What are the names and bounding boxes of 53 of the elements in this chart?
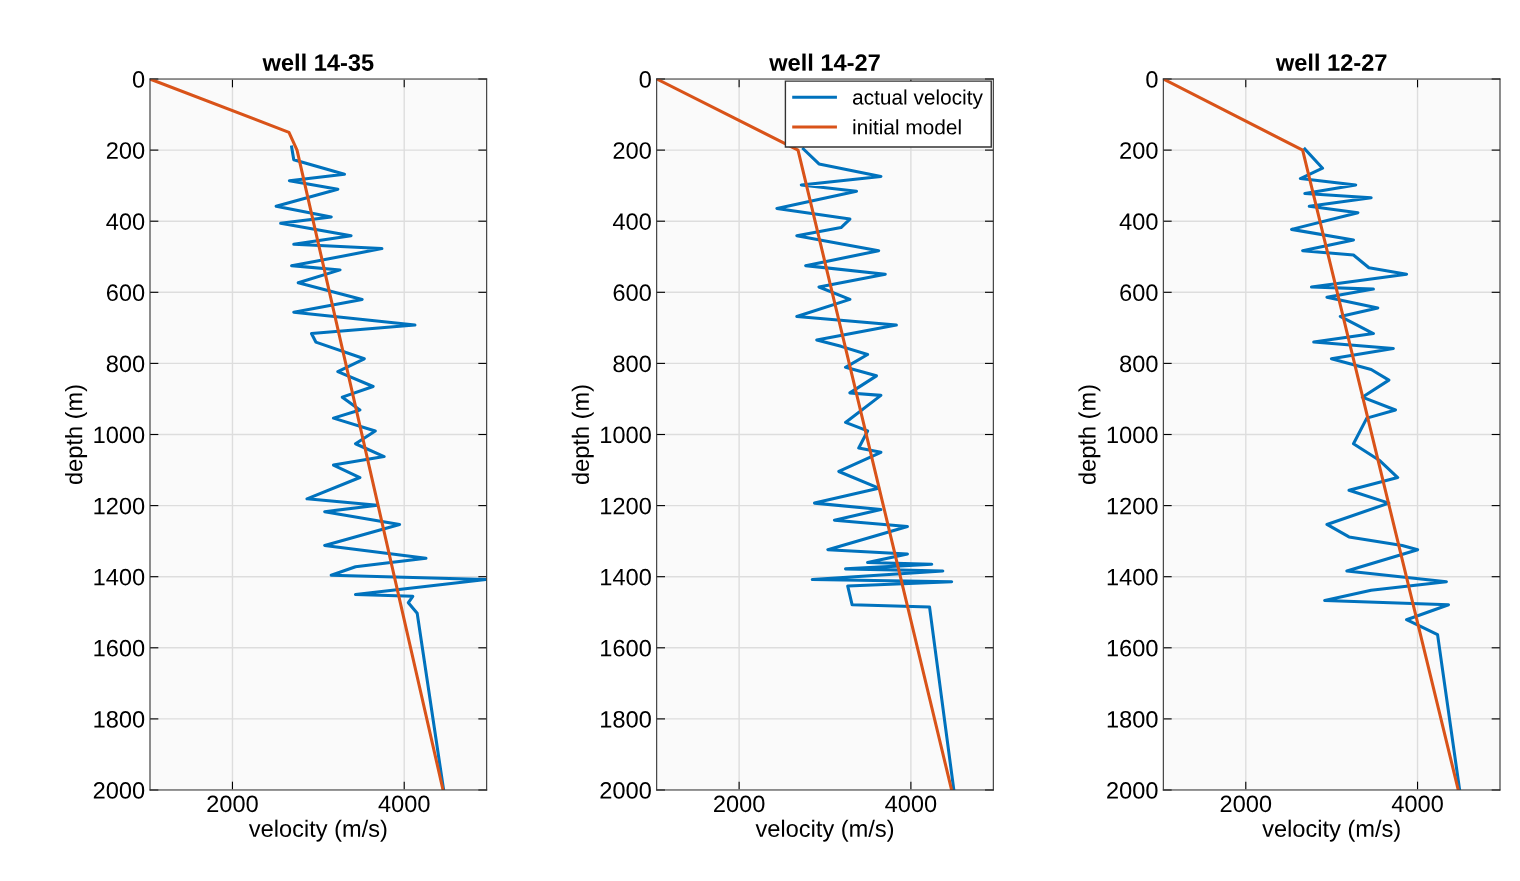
y-tick-label: 0 [1146,71,1158,88]
y-tick-label: 1400 [94,568,145,586]
line-series [1290,147,1462,790]
y-tick-label: 0 [132,71,145,88]
y-tick-label: 2000 [93,782,145,799]
y-tick-label: 200 [106,142,145,159]
y-tick-label: 1800 [94,710,145,728]
y-tick-label: 1200 [1107,497,1158,515]
y-tick-label: 2000 [600,782,651,799]
y-tick-label: 800 [106,355,145,373]
y-tick-label: 0 [639,71,651,88]
legend-label: actual velocity [852,89,983,109]
y-tick-label: 600 [1120,284,1158,302]
y-tick-label: 1000 [1107,426,1158,444]
line-series [775,147,956,790]
x-tick-label: 4000 [885,795,937,813]
y-axis-title: depth (m) [65,385,88,485]
x-tick-label: 2000 [207,795,258,813]
y-tick-label: 1200 [94,497,145,515]
y-tick-label: 200 [1120,142,1158,159]
y-tick-label: 1400 [601,568,651,586]
x-tick-label: 2000 [714,795,765,813]
chart-title: well 14-35 [262,53,374,71]
y-tick-label: 400 [106,213,145,230]
y-tick-label: 800 [613,355,651,373]
x-tick-label: 4000 [1391,795,1443,813]
y-tick-label: 400 [1119,213,1158,230]
y-tick-label: 800 [1120,355,1158,373]
y-tick-label: 1200 [601,497,651,515]
y-tick-label: 1000 [601,426,651,444]
x-tick-label: 2000 [1220,795,1272,813]
y-tick-label: 600 [106,284,145,302]
y-tick-label: 1400 [1107,568,1158,586]
x-axis-title: velocity (m/s) [755,819,894,842]
y-tick-label: 1000 [94,426,145,444]
y-tick-label: 1600 [1107,639,1158,657]
legend-label: initial model [853,119,961,135]
y-tick-label: 200 [613,142,651,159]
y-tick-label: 600 [613,284,651,302]
y-tick-label: 400 [612,213,651,230]
y-tick-label: 1800 [601,710,651,728]
x-axis-title: velocity (m/s) [248,819,387,842]
line-series [274,145,487,790]
y-axis-title: depth (m) [571,385,594,485]
x-tick-label: 4000 [378,795,430,813]
chart-title: well 14-27 [769,53,880,71]
y-tick-label: 1600 [601,639,651,657]
chart-title: well 12-27 [1275,53,1387,71]
y-axis-title: depth (m) [1078,385,1101,485]
y-tick-label: 1800 [1107,710,1158,728]
y-tick-label: 2000 [1107,782,1158,799]
y-tick-label: 1600 [94,639,145,657]
x-axis-title: velocity (m/s) [1262,819,1400,842]
